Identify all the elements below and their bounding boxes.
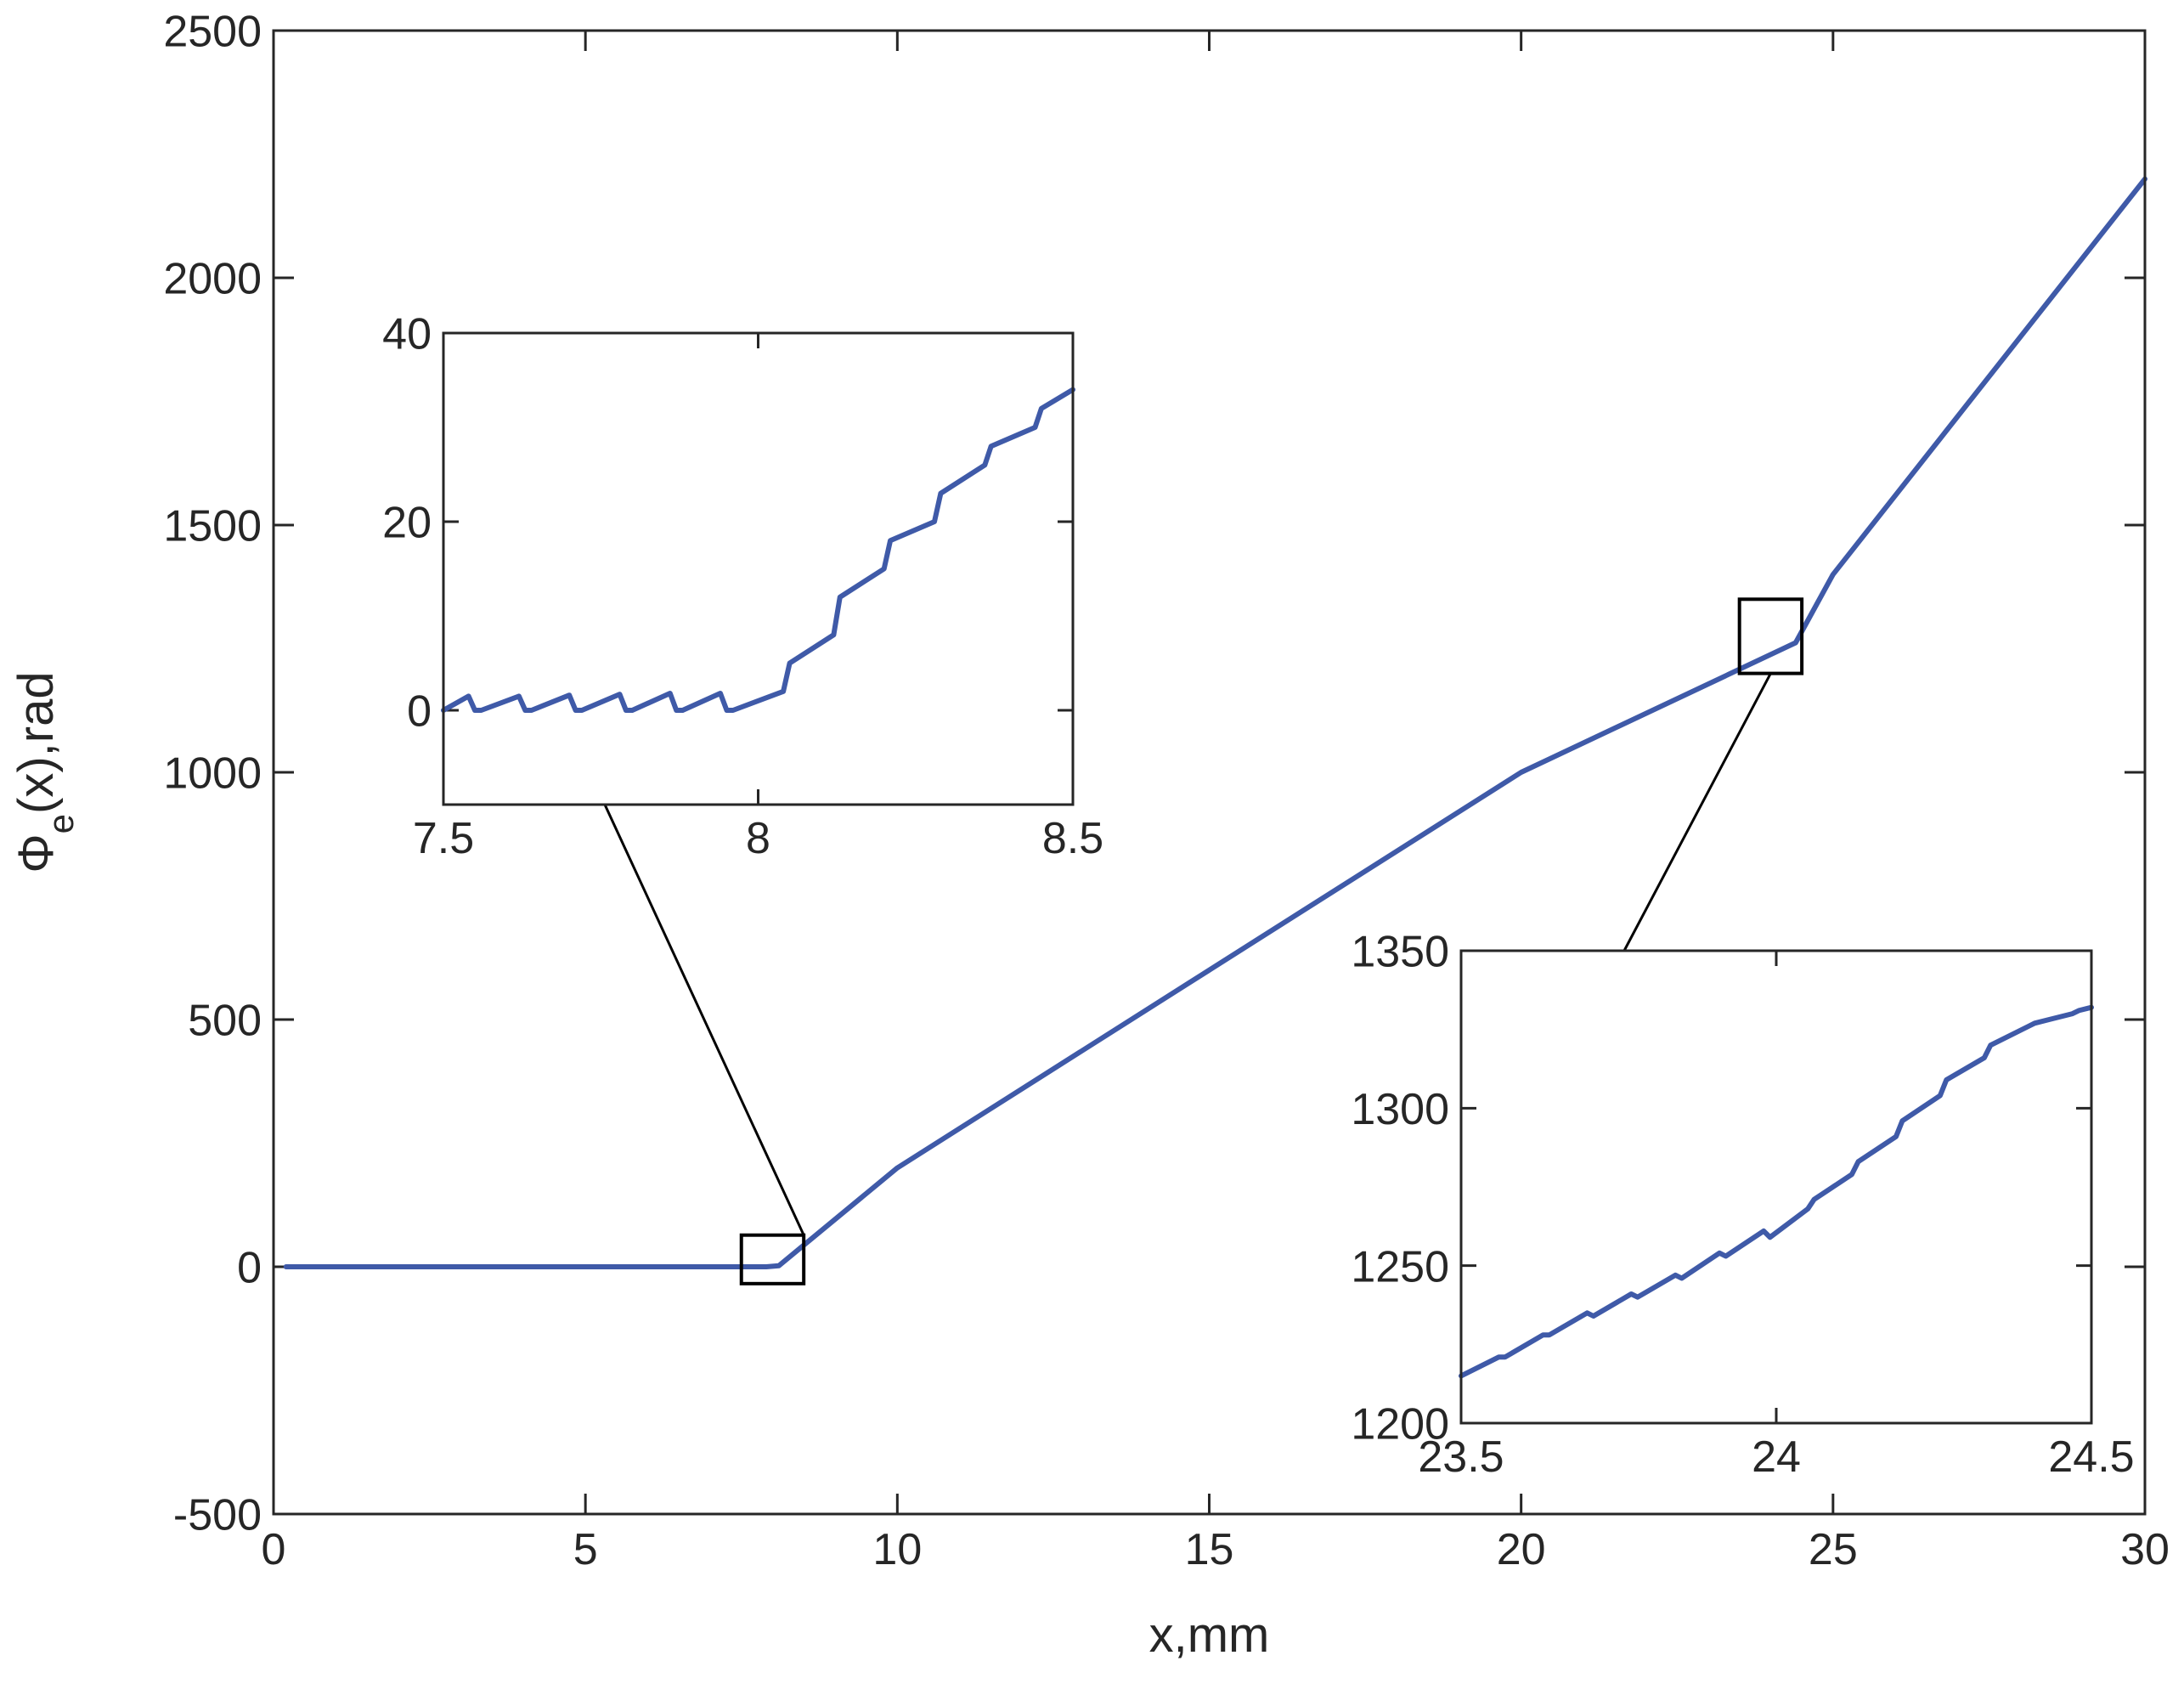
inset2-ytick-label: 1250 [1351,1242,1449,1291]
inset2-ytick-label: 1300 [1351,1085,1449,1134]
inset-plot-1: 7.5 8 8.5 0 20 40 [382,310,1103,863]
inset-2-background [1461,951,2091,1423]
y-axis-label: Φe(x),rad [8,671,81,873]
inset-1-axes-frame [442,331,1075,806]
inset-plot-2: 23.5 24 24.5 1200 1250 1300 1350 [1351,928,2134,1482]
connector-line-2 [1622,672,1772,952]
y-axis-label-subscript: e [41,814,81,833]
main-xtick-label: 10 [872,1525,922,1574]
inset-2-axes-frame [1459,949,2093,1425]
inset1-xtick-label: 8 [746,814,770,863]
main-xtick-label: 5 [573,1525,598,1574]
inset2-ytick-label: 1200 [1351,1400,1449,1449]
inset1-xtick-label: 8.5 [1042,814,1103,863]
y-axis-label-main: Φ [8,833,64,873]
main-xtick-label: 25 [1809,1525,1858,1574]
inset2-xtick-label: 23.5 [1418,1432,1504,1482]
inset1-xtick-label: 7.5 [413,814,474,863]
main-axes-frame [272,29,2147,1516]
inset2-ytick-label: 1350 [1351,928,1449,977]
main-xtick-label: 15 [1185,1525,1234,1574]
main-ytick-label: 1000 [163,749,262,799]
y-axis-label-rest: (x),rad [8,671,64,814]
inset-1-series-line [441,387,1075,713]
inset-1-background [443,333,1073,805]
main-series-line [283,176,2147,1269]
main-ytick-label: 1500 [163,502,262,551]
main-xtick-label: 20 [1497,1525,1546,1574]
inset2-xtick-label: 24.5 [2048,1432,2134,1482]
inset2-xtick-label: 24 [1752,1432,1801,1482]
zoom-box-1 [739,1233,806,1285]
inset1-ytick-label: 0 [407,687,432,737]
main-xtick-label: 30 [2120,1525,2170,1574]
main-ytick-label: 500 [188,997,262,1046]
x-axis-label: x,mm [1149,1607,1270,1663]
main-ytick-label: 2000 [163,255,262,304]
main-xtick-label: 0 [262,1525,286,1574]
main-ytick-label: 0 [237,1244,262,1293]
connector-line-1 [603,804,805,1236]
inset1-ytick-label: 20 [382,499,432,548]
inset-2-tick-labels: 23.5 24 24.5 1200 1250 1300 1350 [1351,928,2134,1482]
main-ytick-label: 2500 [163,8,262,57]
zoom-connectors [603,672,1772,1236]
main-ytick-label: -500 [173,1491,262,1540]
inset1-ytick-label: 40 [382,310,432,359]
inset-1-tick-labels: 7.5 8 8.5 0 20 40 [382,310,1103,863]
inset-2-series-line [1459,1004,2094,1379]
